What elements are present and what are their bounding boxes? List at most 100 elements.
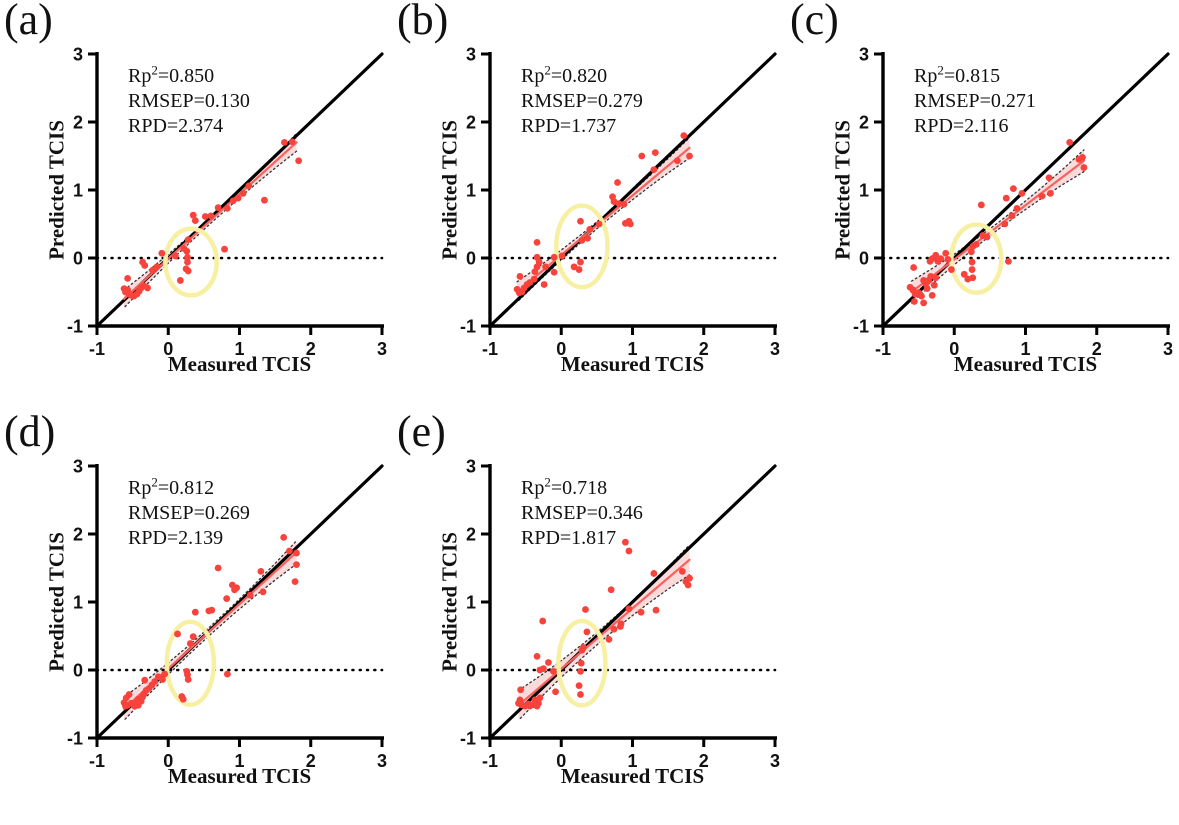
stats-block-d: Rp2=0.812 RMSEP=0.269 RPD=2.139 xyxy=(128,475,250,551)
regression-line xyxy=(517,558,691,707)
data-point xyxy=(650,166,658,174)
data-point xyxy=(650,570,658,577)
data-point xyxy=(1018,190,1026,197)
rpd-line: RPD=2.374 xyxy=(128,115,224,137)
highlight-ellipse xyxy=(164,619,217,707)
data-point xyxy=(159,676,166,683)
data-point xyxy=(610,625,618,633)
data-point xyxy=(983,233,991,241)
y-tick-label: 1 xyxy=(466,181,476,201)
y-axis-title: Predicted TCIS xyxy=(437,120,462,260)
x-axis-title: Measured TCIS xyxy=(953,352,1098,376)
stats-block-a: Rp2=0.850 RMSEP=0.130 RPD=2.374 xyxy=(128,62,250,139)
data-point xyxy=(948,266,955,273)
scatter-plot-e: -1 0 1 2 3 -1 0 1 2 3 xyxy=(460,457,780,772)
highlight-ellipse xyxy=(556,618,608,708)
data-point xyxy=(124,275,132,282)
data-point xyxy=(928,292,936,299)
rpd-line: RPD=1.737 xyxy=(521,115,617,137)
x-tick-label: 3 xyxy=(377,751,387,771)
data-point xyxy=(288,138,296,146)
data-point xyxy=(539,617,547,625)
x-tick-label: 1 xyxy=(627,751,637,771)
y-tick-label: 3 xyxy=(466,45,476,65)
data-point xyxy=(214,204,222,212)
data-point xyxy=(577,691,584,698)
data-point xyxy=(638,152,646,160)
y-tick-label: 0 xyxy=(73,249,83,269)
data-point xyxy=(617,620,625,628)
data-point xyxy=(626,220,634,228)
data-point xyxy=(552,688,559,696)
data-point xyxy=(1080,164,1088,171)
data-point xyxy=(183,247,191,255)
data-point xyxy=(158,249,166,257)
data-point xyxy=(584,234,592,242)
data-point xyxy=(223,204,231,212)
data-point xyxy=(223,595,231,602)
data-point xyxy=(651,149,659,157)
x-axis-title: Measured TCIS xyxy=(560,764,705,788)
y-tick-label: 3 xyxy=(859,45,869,65)
x-tick-label: 0 xyxy=(163,751,173,771)
data-point xyxy=(141,262,149,269)
data-point xyxy=(280,139,288,146)
x-tick-label: -1 xyxy=(875,339,891,359)
rmsep-line: RMSEP=0.279 xyxy=(521,90,643,112)
data-point xyxy=(1005,258,1012,265)
data-point xyxy=(918,292,925,300)
x-tick-label: 3 xyxy=(770,751,780,771)
data-point xyxy=(189,211,197,219)
panel-label-d: (d) xyxy=(4,407,56,456)
x-tick-label: 2 xyxy=(306,339,316,359)
data-point xyxy=(535,699,542,707)
rp2-line: Rp2=0.850 xyxy=(128,62,215,87)
data-point xyxy=(686,574,693,582)
rmsep-line: RMSEP=0.346 xyxy=(521,502,643,524)
data-point xyxy=(533,238,541,246)
data-point xyxy=(637,608,645,616)
data-point xyxy=(280,534,288,541)
y-tick-label: 0 xyxy=(859,249,869,269)
confidence-band-upper-border xyxy=(516,136,691,283)
data-point xyxy=(972,241,980,248)
x-tick-label: -1 xyxy=(482,751,498,771)
data-point xyxy=(184,267,192,275)
data-point xyxy=(577,258,584,266)
data-point xyxy=(607,586,615,594)
y-axis-title: Predicted TCIS xyxy=(437,532,462,672)
data-point xyxy=(293,561,300,568)
data-point xyxy=(542,263,549,271)
data-point xyxy=(680,132,688,140)
panel-d: -1 0 1 2 3 -1 0 1 2 3 (d) Rp2=0.812 RMSEP=0.269 R… xyxy=(0,407,393,824)
rpd-line: RPD=1.817 xyxy=(521,527,617,549)
identity-line xyxy=(488,464,777,740)
data-point xyxy=(625,605,633,613)
confidence-band-upper-border xyxy=(123,540,298,698)
confidence-band-lower-border xyxy=(910,170,1085,304)
y-tick-label: -1 xyxy=(67,317,83,337)
confidence-band-lower-border xyxy=(517,574,691,721)
confidence-band-upper-border xyxy=(123,132,298,291)
data-point xyxy=(910,264,918,271)
y-tick-label: 3 xyxy=(73,45,83,65)
data-point xyxy=(221,245,228,253)
stats-block-c: Rp2=0.815 RMSEP=0.271 RPD=2.116 xyxy=(914,63,1036,139)
panel-c: -1 0 1 2 3 -1 0 1 2 3 (c) Rp2=0.815 RMSEP=0.271 R… xyxy=(786,0,1179,412)
y-tick-label: 1 xyxy=(466,593,476,613)
data-point xyxy=(179,695,187,703)
data-point xyxy=(558,252,566,260)
data-point xyxy=(125,691,133,698)
y-tick-label: -1 xyxy=(460,729,476,749)
y-tick-label: 0 xyxy=(466,249,476,269)
rp2-line: Rp2=0.820 xyxy=(521,62,608,87)
x-tick-label: -1 xyxy=(89,339,105,359)
x-axis-title: Measured TCIS xyxy=(167,352,312,376)
panel-b: -1 0 1 2 3 -1 0 1 2 3 (b) Rp2=0.820 RMSEP=0.279 R… xyxy=(393,0,786,412)
data-point xyxy=(686,152,693,160)
y-tick-label: 1 xyxy=(73,593,83,613)
data-point xyxy=(261,196,268,204)
data-point xyxy=(144,284,151,292)
highlight-ellipse xyxy=(163,226,219,298)
data-point xyxy=(257,568,265,575)
